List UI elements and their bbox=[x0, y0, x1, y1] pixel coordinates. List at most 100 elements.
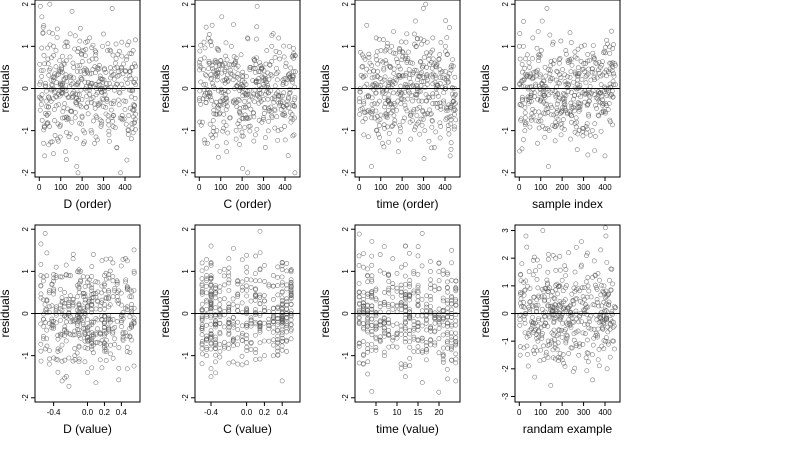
data-point bbox=[530, 56, 535, 61]
data-point bbox=[552, 296, 558, 302]
data-point bbox=[77, 102, 83, 108]
data-point bbox=[536, 328, 542, 333]
data-point bbox=[407, 284, 412, 289]
data-point bbox=[37, 81, 43, 87]
data-point bbox=[292, 53, 298, 58]
data-point bbox=[89, 282, 95, 288]
data-point bbox=[413, 18, 418, 24]
data-point bbox=[424, 81, 430, 87]
data-point bbox=[131, 318, 137, 324]
data-point bbox=[284, 299, 290, 304]
data-point bbox=[72, 353, 78, 359]
data-point bbox=[436, 57, 442, 63]
data-point bbox=[224, 103, 230, 109]
data-point bbox=[545, 355, 551, 360]
data-point bbox=[212, 73, 218, 79]
data-point bbox=[99, 297, 105, 303]
data-point bbox=[114, 279, 120, 285]
data-point bbox=[38, 102, 44, 107]
data-point bbox=[579, 319, 584, 324]
data-point bbox=[453, 318, 459, 324]
data-point bbox=[440, 353, 446, 359]
data-point bbox=[361, 303, 366, 309]
data-point bbox=[419, 380, 425, 385]
data-point bbox=[603, 44, 608, 50]
data-point bbox=[447, 25, 452, 30]
data-point bbox=[556, 60, 562, 66]
data-point bbox=[63, 39, 69, 45]
data-point bbox=[245, 36, 251, 42]
data-point bbox=[383, 111, 389, 117]
x-axis-title: D (order) bbox=[63, 197, 111, 211]
data-point bbox=[369, 341, 375, 347]
data-point bbox=[586, 359, 591, 365]
data-point bbox=[381, 122, 387, 128]
data-point bbox=[47, 321, 52, 326]
data-point bbox=[45, 120, 51, 126]
data-point bbox=[391, 71, 397, 76]
data-point bbox=[89, 45, 95, 51]
data-point bbox=[360, 339, 366, 344]
data-point bbox=[589, 69, 595, 75]
data-point bbox=[386, 96, 392, 102]
data-point bbox=[411, 318, 417, 324]
data-point bbox=[382, 74, 388, 80]
data-point bbox=[226, 360, 232, 366]
data-point bbox=[596, 303, 602, 309]
data-point bbox=[605, 341, 611, 347]
data-point bbox=[202, 45, 208, 51]
data-point bbox=[599, 303, 605, 309]
data-point bbox=[208, 366, 214, 371]
data-point bbox=[376, 36, 382, 42]
y-tick-label: 2 bbox=[501, 255, 510, 260]
data-point bbox=[453, 288, 459, 294]
data-point bbox=[97, 73, 103, 79]
data-point bbox=[403, 53, 409, 59]
data-point bbox=[372, 81, 378, 86]
data-point bbox=[106, 324, 111, 330]
data-point bbox=[213, 334, 218, 340]
data-point bbox=[525, 72, 530, 78]
data-point bbox=[517, 82, 523, 87]
data-point bbox=[517, 56, 523, 62]
data-point bbox=[226, 324, 232, 330]
data-point bbox=[262, 353, 267, 359]
x-tick-label: 10 bbox=[393, 408, 402, 417]
data-point bbox=[124, 366, 130, 372]
data-point bbox=[230, 77, 236, 83]
data-point bbox=[50, 96, 56, 102]
data-point bbox=[97, 87, 103, 92]
data-point bbox=[213, 370, 218, 376]
data-point bbox=[593, 60, 599, 66]
data-point bbox=[199, 260, 205, 266]
data-point bbox=[574, 56, 580, 61]
data-point bbox=[381, 37, 386, 43]
data-point bbox=[126, 113, 132, 118]
data-point bbox=[577, 104, 583, 110]
data-point bbox=[99, 96, 105, 101]
data-point bbox=[57, 317, 63, 323]
data-point bbox=[46, 72, 52, 78]
data-point bbox=[605, 107, 611, 112]
data-point bbox=[578, 101, 583, 107]
data-point bbox=[527, 65, 532, 70]
data-point bbox=[78, 104, 84, 110]
data-point bbox=[446, 127, 451, 132]
data-point bbox=[67, 31, 73, 37]
data-point bbox=[217, 331, 223, 337]
data-point bbox=[377, 322, 383, 328]
data-point bbox=[63, 297, 69, 302]
data-point bbox=[239, 310, 245, 315]
data-point bbox=[286, 43, 292, 49]
data-point bbox=[580, 294, 586, 300]
data-point bbox=[552, 305, 558, 311]
data-point bbox=[518, 296, 524, 302]
data-point bbox=[361, 326, 366, 332]
data-point bbox=[199, 291, 205, 297]
data-point bbox=[286, 96, 291, 102]
data-point bbox=[223, 107, 229, 113]
data-point bbox=[390, 105, 396, 111]
data-point bbox=[390, 294, 396, 300]
data-point bbox=[248, 277, 254, 283]
